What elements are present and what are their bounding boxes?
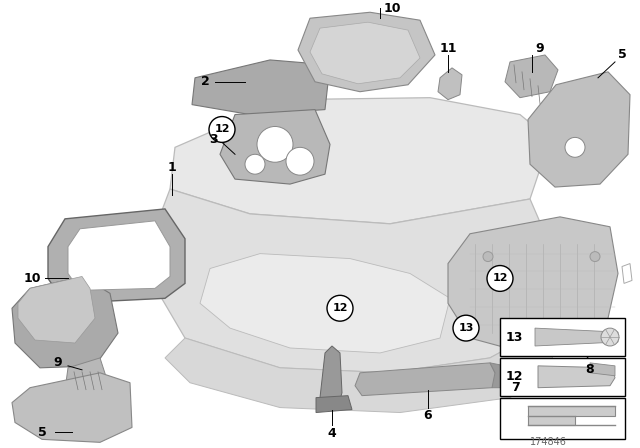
Circle shape [601, 328, 619, 346]
Circle shape [487, 266, 513, 291]
Circle shape [257, 126, 293, 162]
Circle shape [453, 315, 479, 341]
Text: 2: 2 [200, 75, 209, 88]
Text: 13: 13 [506, 331, 523, 344]
Text: 174846: 174846 [529, 437, 566, 448]
Polygon shape [528, 405, 615, 426]
Circle shape [209, 116, 235, 142]
Text: 12: 12 [505, 370, 523, 383]
Polygon shape [12, 276, 118, 368]
Polygon shape [18, 276, 95, 343]
Text: 4: 4 [328, 427, 337, 440]
Text: 9: 9 [536, 42, 544, 55]
Text: 10: 10 [23, 272, 41, 285]
Polygon shape [68, 221, 170, 290]
Polygon shape [192, 60, 330, 115]
Circle shape [286, 147, 314, 175]
Polygon shape [65, 358, 108, 398]
Polygon shape [438, 68, 462, 99]
Polygon shape [535, 328, 618, 346]
FancyBboxPatch shape [500, 358, 625, 396]
Polygon shape [48, 209, 185, 303]
Polygon shape [220, 110, 330, 184]
Polygon shape [320, 346, 342, 408]
FancyBboxPatch shape [500, 398, 625, 439]
Text: 7: 7 [511, 381, 520, 394]
Text: 13: 13 [458, 323, 474, 333]
Polygon shape [310, 22, 420, 84]
Polygon shape [590, 363, 615, 376]
Circle shape [245, 154, 265, 174]
Text: 9: 9 [54, 356, 62, 369]
Polygon shape [298, 12, 435, 92]
Text: 3: 3 [209, 133, 218, 146]
Circle shape [327, 295, 353, 321]
Polygon shape [200, 254, 450, 353]
Text: 1: 1 [168, 161, 177, 174]
Text: 5: 5 [618, 48, 627, 61]
Text: 5: 5 [38, 426, 46, 439]
Circle shape [590, 252, 600, 262]
Text: 11: 11 [439, 42, 457, 55]
Circle shape [565, 138, 585, 157]
FancyBboxPatch shape [500, 318, 625, 356]
Polygon shape [622, 263, 632, 284]
Polygon shape [448, 217, 618, 353]
Polygon shape [355, 363, 500, 396]
Polygon shape [150, 189, 560, 373]
Polygon shape [165, 328, 555, 413]
Polygon shape [12, 373, 132, 442]
Text: 12: 12 [214, 125, 230, 134]
Polygon shape [538, 366, 615, 388]
Text: 12: 12 [492, 273, 508, 284]
Text: 12: 12 [332, 303, 348, 313]
Polygon shape [505, 55, 558, 98]
Text: 10: 10 [383, 2, 401, 15]
Polygon shape [316, 396, 352, 413]
Text: 6: 6 [424, 409, 432, 422]
Polygon shape [170, 98, 550, 224]
Polygon shape [528, 72, 630, 187]
Circle shape [483, 252, 493, 262]
Polygon shape [490, 363, 510, 388]
Text: 8: 8 [586, 363, 595, 376]
